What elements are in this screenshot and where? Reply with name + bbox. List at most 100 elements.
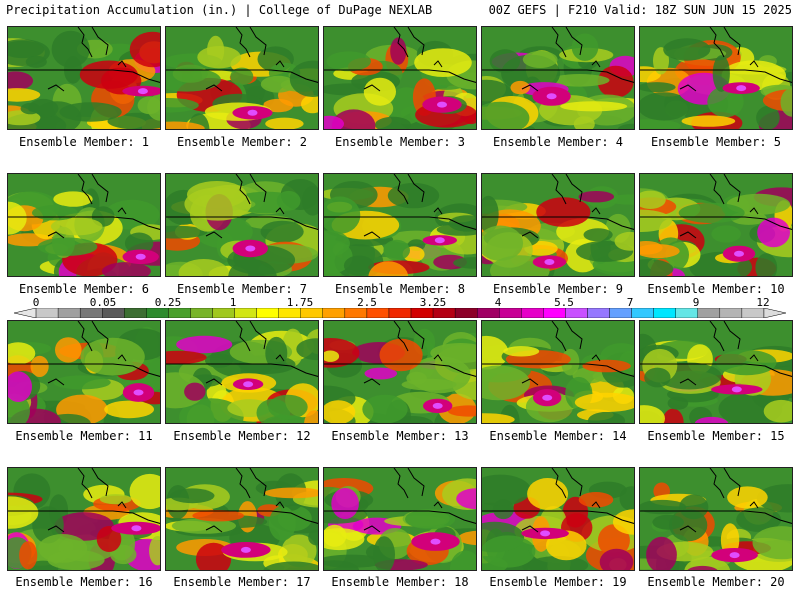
member-label: Ensemble Member: 8	[334, 282, 466, 296]
colorbar-tick-label: 9	[692, 296, 700, 309]
colorbar-swatch	[234, 308, 257, 318]
member-panel-4	[481, 26, 635, 130]
member-panel-11	[7, 320, 161, 424]
precip-field-map	[8, 174, 160, 276]
precip-field-map	[166, 174, 318, 276]
precip-field-map	[8, 321, 160, 423]
precip-field-map	[324, 27, 476, 129]
colorbar-tick-label: 7	[626, 296, 634, 309]
colorbar-swatch	[477, 308, 500, 318]
colorbar-swatch	[454, 308, 478, 318]
precip-field-map	[166, 321, 318, 423]
colorbar-tick-label: 0.05	[89, 296, 117, 309]
colorbar-tick-label: 0	[32, 296, 40, 309]
colorbar-swatch	[432, 308, 456, 318]
member-label: Ensemble Member: 5	[650, 135, 782, 149]
member-panel-1	[7, 26, 161, 130]
member-panel-17	[165, 467, 319, 571]
member-label: Ensemble Member: 3	[334, 135, 466, 149]
colorbar-swatch	[609, 308, 632, 318]
member-panel-10	[639, 173, 793, 277]
colorbar-tick-label: 1	[229, 296, 237, 309]
colorbar-swatch	[278, 308, 301, 318]
precip-field-map	[640, 174, 792, 276]
colorbar-swatch	[675, 308, 698, 318]
colorbar-swatch	[212, 308, 235, 318]
colorbar	[14, 308, 786, 318]
member-label: Ensemble Member: 18	[331, 575, 469, 589]
precip-field-map	[640, 468, 792, 570]
member-panel-13	[323, 320, 477, 424]
colorbar-swatch	[410, 308, 434, 318]
member-panel-2	[165, 26, 319, 130]
precip-field-map	[482, 321, 634, 423]
member-label: Ensemble Member: 19	[489, 575, 627, 589]
member-label: Ensemble Member: 6	[18, 282, 150, 296]
colorbar-swatch	[741, 308, 765, 318]
colorbar-labels: 0 0.05 0.25 1 1.75 2.5 3.25 4 5.5 7 9 12	[0, 296, 800, 309]
colorbar-swatch	[146, 308, 169, 318]
member-panel-8	[323, 173, 477, 277]
member-label: Ensemble Member: 20	[647, 575, 785, 589]
member-panel-18	[323, 467, 477, 571]
member-label: Ensemble Member: 17	[173, 575, 311, 589]
colorbar-swatch	[587, 308, 610, 318]
colorbar-tick-label: 2.5	[357, 296, 377, 309]
member-panel-19	[481, 467, 635, 571]
colorbar-swatch	[190, 308, 213, 318]
colorbar-swatch	[344, 308, 368, 318]
colorbar-swatch	[521, 308, 544, 318]
member-label: Ensemble Member: 9	[492, 282, 624, 296]
member-label: Ensemble Member: 11	[15, 429, 153, 443]
member-label: Ensemble Member: 7	[176, 282, 308, 296]
member-panel-14	[481, 320, 635, 424]
colorbar-swatch	[57, 308, 81, 318]
member-panel-12	[165, 320, 319, 424]
precip-field-map	[324, 468, 476, 570]
member-panel-20	[639, 467, 793, 571]
member-label: Ensemble Member: 15	[647, 429, 785, 443]
precip-field-map	[166, 27, 318, 129]
colorbar-tick-label: 3.25	[419, 296, 447, 309]
colorbar-swatch	[653, 308, 676, 318]
colorbar-swatch	[366, 308, 390, 318]
colorbar-tick-label: 1.75	[286, 296, 314, 309]
colorbar-tick-label: 0.25	[154, 296, 182, 309]
colorbar-tick-label: 12	[756, 296, 770, 309]
precip-field-map	[482, 174, 634, 276]
colorbar-swatch	[322, 308, 346, 318]
precip-field-map	[640, 321, 792, 423]
precip-field-map	[324, 174, 476, 276]
member-panel-9	[481, 173, 635, 277]
colorbar-swatch	[124, 308, 147, 318]
precip-field-map	[8, 468, 160, 570]
colorbar-swatch	[719, 308, 743, 318]
colorbar-tick-label: 5.5	[554, 296, 574, 309]
valid-time: 00Z GEFS | F210 Valid: 18Z SUN JUN 15 20…	[488, 3, 792, 17]
member-label: Ensemble Member: 10	[647, 282, 785, 296]
member-label: Ensemble Member: 13	[331, 429, 469, 443]
precip-field-map	[324, 321, 476, 423]
member-panel-5	[639, 26, 793, 130]
member-label: Ensemble Member: 1	[18, 135, 150, 149]
member-label: Ensemble Member: 2	[176, 135, 308, 149]
member-panel-16	[7, 467, 161, 571]
member-label: Ensemble Member: 12	[173, 429, 311, 443]
member-label: Ensemble Member: 16	[15, 575, 153, 589]
colorbar-high-arrow	[763, 308, 786, 318]
precip-field-map	[640, 27, 792, 129]
member-panel-7	[165, 173, 319, 277]
colorbar-swatch	[79, 308, 103, 318]
colorbar-swatch	[697, 308, 721, 318]
precip-field-map	[482, 27, 634, 129]
member-label: Ensemble Member: 14	[489, 429, 627, 443]
precip-field-map	[166, 468, 318, 570]
colorbar-low-arrow	[14, 308, 37, 318]
colorbar-swatch	[631, 308, 654, 318]
colorbar-swatch	[102, 308, 125, 318]
colorbar-swatch	[388, 308, 412, 318]
member-panel-15	[639, 320, 793, 424]
colorbar-swatch	[35, 308, 59, 318]
member-panel-3	[323, 26, 477, 130]
colorbar-swatch	[565, 308, 588, 318]
